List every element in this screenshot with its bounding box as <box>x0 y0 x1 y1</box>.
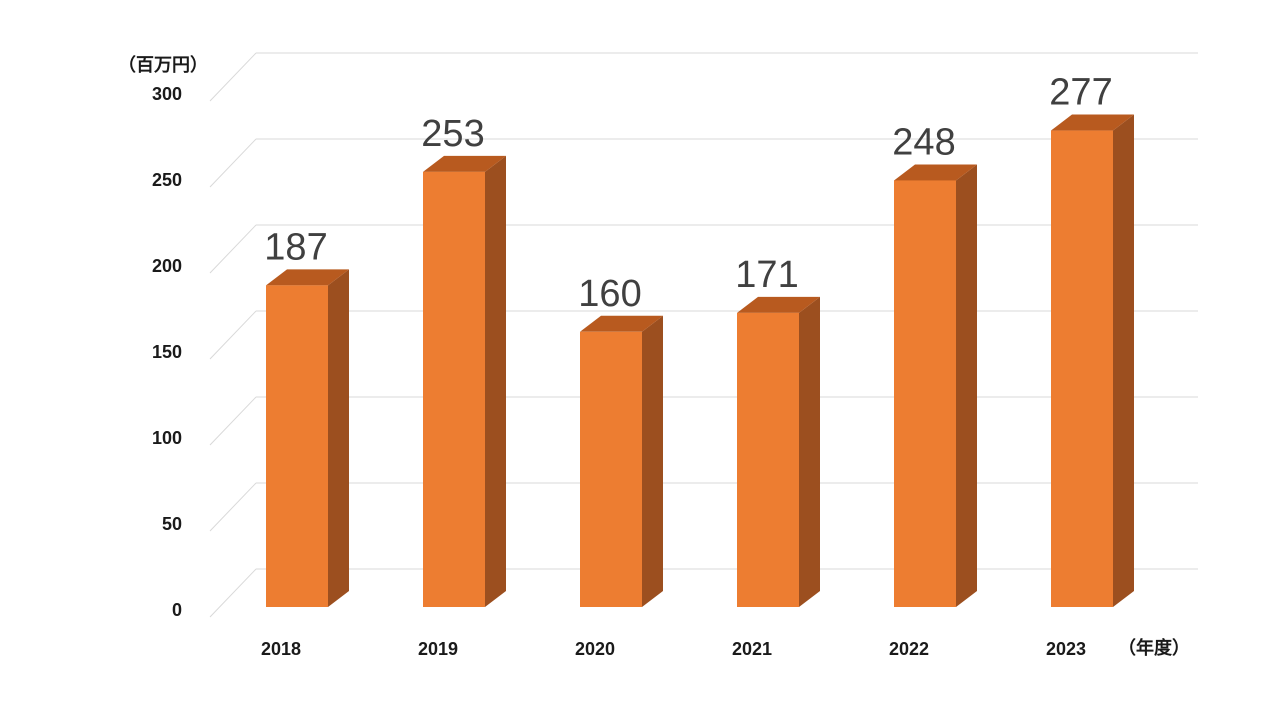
data-label: 160 <box>578 273 641 315</box>
data-label: 187 <box>264 226 327 268</box>
gridline-diagonal <box>209 482 257 532</box>
gridline-diagonal <box>209 396 257 446</box>
x-tick-label: 2023 <box>1046 639 1086 659</box>
bar <box>1051 130 1113 607</box>
y-tick-label: 250 <box>152 170 182 190</box>
bar-side <box>799 296 820 607</box>
gridline-diagonal <box>209 224 257 274</box>
gridline-diagonal <box>209 138 257 188</box>
x-tick-label: 2020 <box>575 639 615 659</box>
bar <box>737 312 799 607</box>
bar <box>423 171 485 607</box>
x-tick-label: 2018 <box>261 639 301 659</box>
gridline-diagonal <box>209 310 257 360</box>
bar-side <box>1113 114 1134 607</box>
y-axis-unit-label: （百万円） <box>118 55 208 75</box>
bar-top <box>580 315 663 332</box>
bar-top <box>737 296 820 313</box>
data-label: 171 <box>735 254 798 296</box>
data-label: 248 <box>892 121 955 163</box>
data-label: 253 <box>421 113 484 155</box>
bar <box>894 180 956 607</box>
y-tick-label: 150 <box>152 342 182 362</box>
x-tick-label: 2021 <box>732 639 772 659</box>
y-tick-label: 100 <box>152 428 182 448</box>
gridline-diagonal <box>209 52 257 102</box>
y-tick-label: 200 <box>152 256 182 276</box>
bar-side <box>642 315 663 607</box>
gridline-diagonal <box>209 568 257 618</box>
bar-side <box>485 155 506 607</box>
bar-top <box>894 164 977 181</box>
bar-side <box>328 269 349 607</box>
y-tick-label: 0 <box>172 600 182 620</box>
bar-top <box>423 155 506 172</box>
y-tick-label: 300 <box>152 84 182 104</box>
x-tick-label: 2019 <box>418 639 458 659</box>
data-label: 277 <box>1049 72 1112 114</box>
bar-top <box>266 269 349 286</box>
x-axis-unit-label: （年度） <box>1118 638 1190 658</box>
y-tick-label: 50 <box>162 514 182 534</box>
bar <box>266 285 328 607</box>
bar-side <box>956 164 977 607</box>
bar-top <box>1051 114 1134 131</box>
bar <box>580 331 642 607</box>
x-tick-label: 2022 <box>889 639 929 659</box>
